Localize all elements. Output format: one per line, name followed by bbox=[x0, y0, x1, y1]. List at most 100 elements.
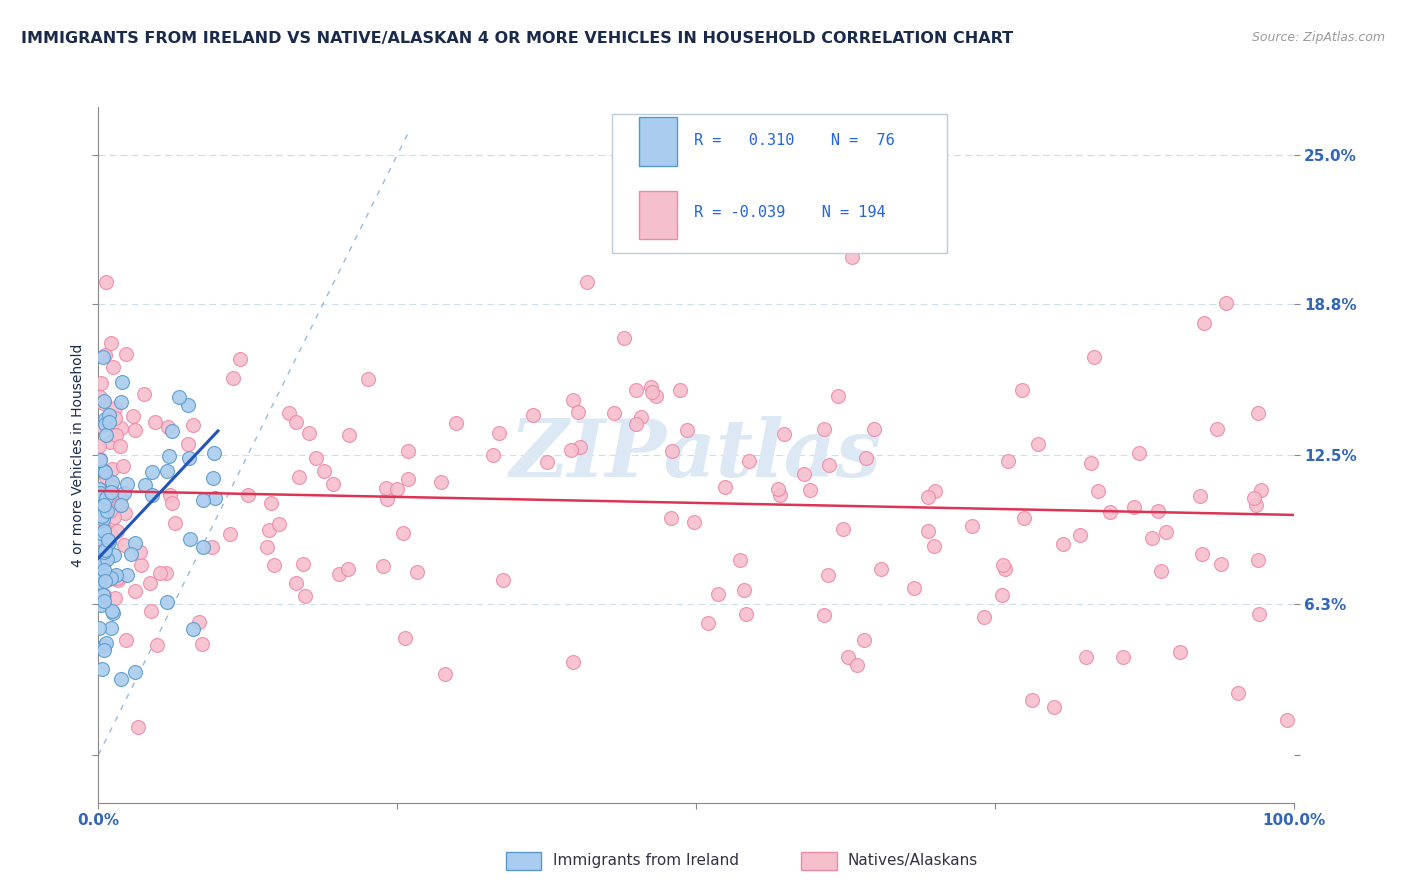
Point bbox=[993, 562, 1015, 576]
Point bbox=[1192, 316, 1215, 330]
Point bbox=[188, 615, 211, 629]
Point bbox=[110, 421, 132, 435]
Point bbox=[100, 475, 122, 489]
Point bbox=[104, 567, 127, 582]
Point bbox=[108, 439, 131, 453]
Point bbox=[97, 415, 120, 429]
Point bbox=[312, 464, 335, 478]
Point bbox=[236, 488, 259, 502]
Point bbox=[488, 425, 510, 440]
Text: IMMIGRANTS FROM IRELAND VS NATIVE/ALASKAN 4 OR MORE VEHICLES IN HOUSEHOLD CORREL: IMMIGRANTS FROM IRELAND VS NATIVE/ALASKA… bbox=[21, 31, 1014, 46]
Point bbox=[181, 622, 204, 636]
Point bbox=[141, 488, 163, 502]
Point bbox=[793, 467, 815, 481]
Point bbox=[738, 453, 761, 467]
Point bbox=[492, 574, 515, 588]
Point bbox=[734, 607, 756, 621]
Point bbox=[91, 512, 114, 526]
Point bbox=[90, 532, 112, 546]
Point bbox=[813, 607, 835, 622]
Point bbox=[641, 384, 664, 399]
Point bbox=[89, 390, 111, 404]
Point bbox=[93, 545, 115, 559]
Point bbox=[832, 522, 855, 536]
Point bbox=[157, 419, 180, 434]
Point bbox=[162, 424, 184, 438]
Point bbox=[91, 350, 114, 364]
Point bbox=[394, 631, 416, 645]
Point bbox=[305, 450, 328, 465]
Point bbox=[177, 437, 200, 451]
Point bbox=[603, 406, 626, 420]
Point bbox=[103, 510, 125, 524]
Point bbox=[659, 511, 682, 525]
Point bbox=[93, 593, 115, 607]
Point bbox=[818, 458, 841, 472]
Point bbox=[278, 406, 301, 420]
Point bbox=[120, 547, 142, 561]
Point bbox=[336, 562, 359, 576]
Point bbox=[94, 491, 117, 506]
Point bbox=[104, 411, 127, 425]
Point bbox=[110, 394, 132, 409]
Point bbox=[89, 566, 111, 581]
Point bbox=[482, 449, 505, 463]
Point bbox=[1011, 383, 1033, 397]
Point bbox=[94, 542, 117, 557]
Point bbox=[993, 558, 1015, 573]
Point bbox=[707, 587, 730, 601]
Point bbox=[91, 396, 114, 410]
Point bbox=[1247, 406, 1270, 420]
Point bbox=[444, 416, 467, 430]
Point bbox=[91, 588, 114, 602]
Point bbox=[91, 568, 114, 582]
Text: R = -0.039    N = 194: R = -0.039 N = 194 bbox=[693, 205, 886, 220]
Point bbox=[111, 376, 134, 390]
Text: Natives/Alaskans: Natives/Alaskans bbox=[848, 854, 979, 868]
Point bbox=[960, 519, 983, 533]
Point bbox=[181, 418, 204, 433]
Point bbox=[285, 415, 308, 429]
Point bbox=[100, 461, 122, 475]
Point bbox=[375, 482, 398, 496]
Point bbox=[105, 428, 128, 442]
Point bbox=[89, 499, 111, 513]
Point bbox=[90, 487, 112, 501]
Point bbox=[385, 482, 408, 496]
Point bbox=[160, 496, 183, 510]
Point bbox=[94, 428, 117, 442]
Point bbox=[669, 383, 692, 397]
Point bbox=[222, 371, 245, 385]
Point bbox=[263, 558, 285, 573]
Point bbox=[661, 444, 683, 458]
Point bbox=[129, 558, 152, 573]
Point bbox=[288, 469, 311, 483]
Point bbox=[96, 552, 118, 566]
Point bbox=[93, 564, 115, 578]
Point bbox=[98, 535, 121, 549]
Point bbox=[1087, 483, 1109, 498]
Point bbox=[1243, 491, 1265, 506]
Point bbox=[285, 576, 308, 591]
Point bbox=[93, 542, 115, 557]
Point bbox=[91, 526, 114, 541]
Point bbox=[676, 423, 699, 437]
Point bbox=[124, 423, 146, 437]
Point bbox=[96, 503, 118, 517]
Point bbox=[100, 484, 122, 499]
Point bbox=[1069, 528, 1091, 542]
Point bbox=[108, 498, 131, 512]
Point bbox=[260, 495, 283, 509]
Point bbox=[837, 650, 859, 665]
Point bbox=[204, 491, 226, 505]
Point bbox=[228, 351, 250, 366]
Point bbox=[922, 539, 945, 553]
Point bbox=[93, 588, 115, 602]
Point bbox=[1150, 564, 1173, 578]
Point bbox=[567, 405, 589, 419]
Point bbox=[115, 567, 138, 582]
Point bbox=[1099, 505, 1122, 519]
Point bbox=[917, 524, 939, 538]
Point bbox=[93, 394, 115, 409]
Point bbox=[89, 559, 111, 574]
